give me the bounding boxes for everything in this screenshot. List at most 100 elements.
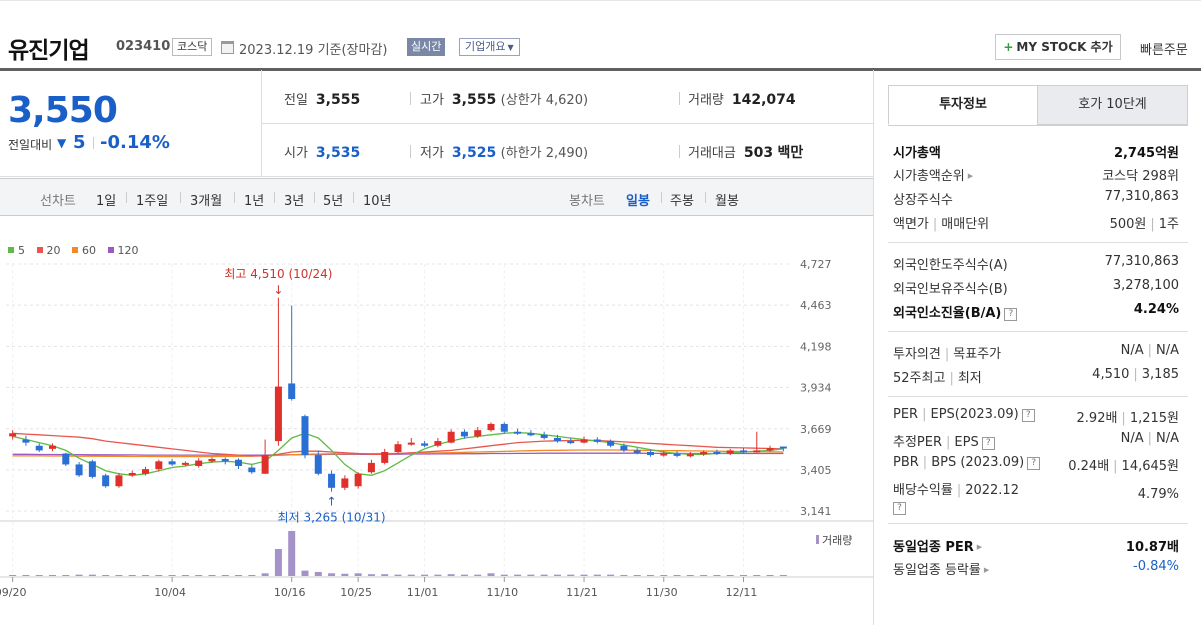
row-dividend: 배당수익률 | 2022.12? 4.79% xyxy=(893,479,1179,519)
add-mystock-button[interactable]: + MY STOCK 추가 xyxy=(995,34,1121,60)
volume-bar xyxy=(673,575,681,576)
legend-ma60-label: 60 xyxy=(82,244,96,257)
chevron-right-icon: ▶ xyxy=(976,543,983,551)
legend-ma5: 5 xyxy=(8,244,25,257)
row-sector-rate[interactable]: 동일업종 등락률 ▶ -0.84% xyxy=(893,559,1179,579)
help-icon[interactable]: ? xyxy=(1021,409,1035,422)
x-tick-label: 11/01 xyxy=(407,586,439,599)
volume-bar xyxy=(288,531,296,576)
change-percent: -0.14% xyxy=(100,132,170,153)
max-price-label: 최고 4,510 (10/24) xyxy=(224,267,332,281)
volume-bar xyxy=(567,574,575,576)
stat-lower-limit: (하한가 2,490) xyxy=(500,146,589,161)
sector-rate-value: -0.84% xyxy=(1133,559,1179,574)
volume-bar xyxy=(128,575,136,576)
pbr-value: 0.24배 xyxy=(1068,459,1110,474)
period-1y[interactable]: 1년 xyxy=(244,194,265,209)
stat-volume-label: 거래량 xyxy=(688,93,724,108)
candle-body xyxy=(633,450,641,453)
volume-bar xyxy=(633,575,641,576)
foreign-hold-label: 외국인보유주식수(B) xyxy=(893,282,1008,297)
market-cap-value: 2,745억원 xyxy=(1113,146,1179,161)
period-10y[interactable]: 10년 xyxy=(363,194,392,209)
candle-body xyxy=(221,458,229,462)
realtime-button[interactable]: 실시간 xyxy=(407,38,446,56)
eps-value: 1,215원 xyxy=(1129,411,1179,426)
pipe-divider: | xyxy=(944,347,950,362)
est-eps-label: EPS xyxy=(954,435,979,450)
volume-bar xyxy=(753,575,761,576)
period-1w[interactable]: 1주일 xyxy=(136,194,169,209)
y-tick-label: 4,198 xyxy=(800,340,832,353)
up-arrow-icon: ↑ xyxy=(327,495,337,509)
volume-bar xyxy=(394,574,402,576)
rank-label: 시가총액순위 xyxy=(893,169,965,184)
legend-ma120: 120 xyxy=(107,244,139,257)
candle-body xyxy=(514,431,522,434)
stat-low-value: 3,525 xyxy=(451,145,497,161)
w52-low-label: 최저 xyxy=(957,371,982,386)
volume-bar xyxy=(102,575,110,576)
candle-body xyxy=(779,446,787,449)
stat-amount-label: 거래대금 xyxy=(688,146,736,161)
shares-label: 상장주식수 xyxy=(893,193,953,208)
candle-body xyxy=(195,460,203,466)
volume-bar xyxy=(115,575,123,576)
volume-bar xyxy=(726,575,734,576)
candle-daily[interactable]: 일봉 xyxy=(626,194,650,209)
help-icon[interactable]: ? xyxy=(893,502,906,515)
period-divider xyxy=(661,192,662,203)
base-date: 2023.12.19 기준(장마감) xyxy=(239,43,388,58)
help-icon[interactable]: ? xyxy=(981,437,995,450)
candle-body xyxy=(673,453,681,456)
tab-invest-info[interactable]: 투자정보 xyxy=(888,85,1038,125)
candle-body xyxy=(22,439,30,443)
ma-legend: 5 20 60 120 xyxy=(8,244,147,257)
company-overview-dropdown[interactable]: 기업개요 ▼ xyxy=(459,38,520,56)
x-tick-label: 11/10 xyxy=(486,586,518,599)
legend-ma20-label: 20 xyxy=(46,244,61,257)
stat-divider xyxy=(679,92,680,105)
y-tick-label: 4,463 xyxy=(800,299,832,312)
tab-orderbook[interactable]: 호가 10단계 xyxy=(1037,85,1188,125)
y-tick-label: 3,141 xyxy=(800,505,832,518)
candle-body xyxy=(593,439,601,442)
legend-ma60: 60 xyxy=(72,244,96,257)
per-value: 2.92배 xyxy=(1076,411,1118,426)
volume-label: 거래량 xyxy=(822,534,852,547)
period-5y[interactable]: 5년 xyxy=(323,194,344,209)
volume-bar xyxy=(460,574,468,576)
volume-bar xyxy=(208,575,216,576)
ma120-line xyxy=(12,452,784,456)
sector-per-value: 10.87배 xyxy=(1125,540,1179,555)
chart-canvas[interactable]: 4,727 4,463 4,198 3,934 3,669 3,405 3,141 09/20… xyxy=(0,217,873,625)
stat-open-label: 시가 xyxy=(284,146,308,161)
help-icon[interactable]: ? xyxy=(1027,457,1041,470)
volume-bar xyxy=(181,575,189,576)
foreign-ratio-value: 4.24% xyxy=(1133,302,1179,317)
volume-bar xyxy=(142,575,150,576)
row-per-eps: PER | EPS(2023.09)? 2.92배 | 1,215원 xyxy=(893,407,1179,427)
period-1d[interactable]: 1일 xyxy=(96,194,117,209)
stat-open-value: 3,535 xyxy=(315,145,361,161)
foreign-hold-value: 3,278,100 xyxy=(1112,278,1179,293)
volume-bars xyxy=(9,531,787,576)
est-per-label: 추정PER xyxy=(893,435,943,450)
opinion-label: 투자의견 xyxy=(893,347,941,362)
x-tick-label: 09/20 xyxy=(0,586,26,599)
quick-order-link[interactable]: 빠른주문 xyxy=(1140,43,1188,58)
chart-grid xyxy=(0,263,873,582)
company-overview-label: 기업개요 xyxy=(465,40,506,53)
row-market-cap-rank[interactable]: 시가총액순위 ▶ 코스닥 298위 xyxy=(893,165,1179,185)
volume-bar xyxy=(168,575,176,576)
par-label: 액면가 xyxy=(893,217,929,232)
candle-body xyxy=(341,478,349,488)
period-3y[interactable]: 3년 xyxy=(284,194,305,209)
volume-bar xyxy=(195,575,203,576)
stat-amount-unit: 백만 xyxy=(777,145,804,161)
row-sector-per[interactable]: 동일업종 PER ▶ 10.87배 xyxy=(893,536,1179,556)
help-icon[interactable]: ? xyxy=(1004,308,1018,321)
candle-weekly[interactable]: 주봉 xyxy=(670,194,694,209)
period-3m[interactable]: 3개월 xyxy=(190,194,223,209)
candle-monthly[interactable]: 월봉 xyxy=(715,194,739,209)
